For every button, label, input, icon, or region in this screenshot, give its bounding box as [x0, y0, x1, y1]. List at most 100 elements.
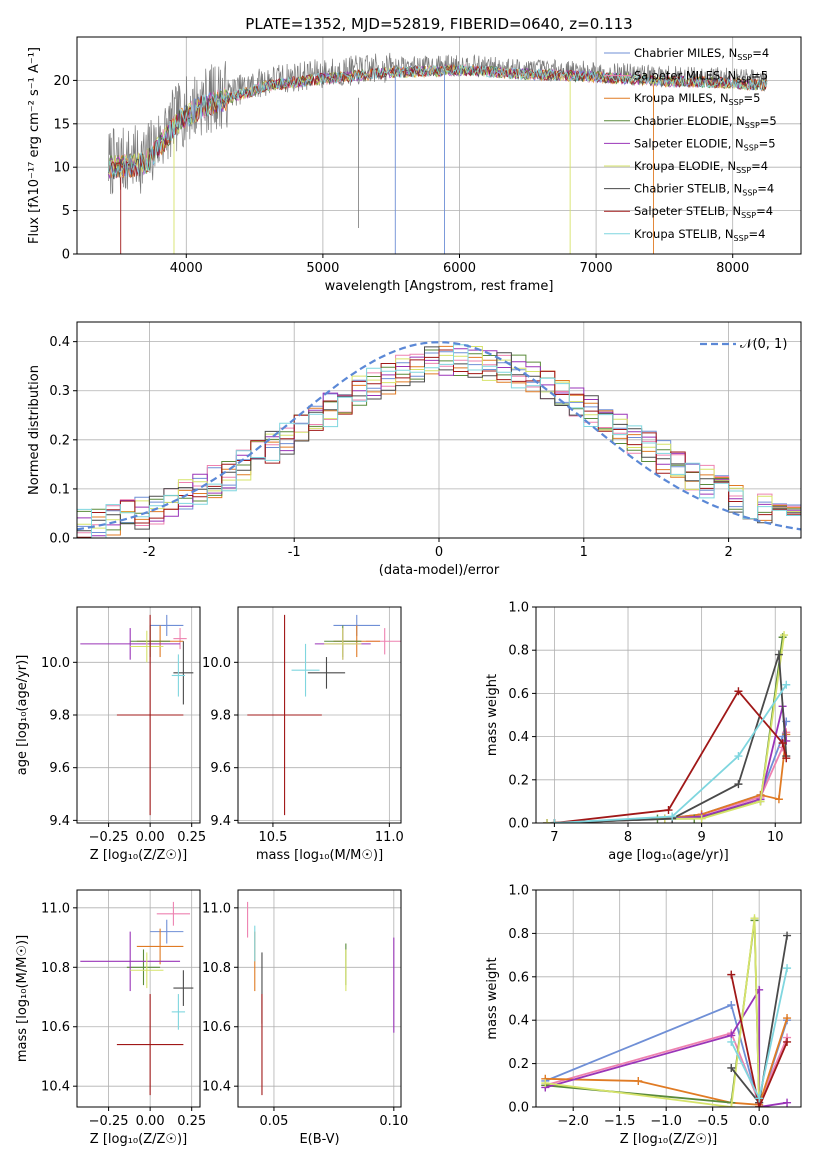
weight-line-kroupa_elodie — [545, 918, 761, 1107]
weight_vs_Z-ytick-label: 0.2 — [508, 1057, 529, 1072]
legend-label-suffix: =4 — [756, 204, 773, 218]
residuals-xtick-label: -1 — [288, 545, 301, 560]
weight_vs_Z-xtick-label: −1.5 — [604, 1114, 636, 1129]
weight-line-kroupa_elodie — [546, 634, 785, 823]
mass_vs_ebv-ytick-label: 10.6 — [202, 1020, 231, 1035]
legend-label-sub: SSP — [736, 76, 751, 85]
weight_vs_age-ytick-label: 0.0 — [508, 817, 529, 832]
spectrum-plot-area — [108, 52, 768, 254]
residuals-xlabel: (data-model)/error — [379, 563, 500, 578]
mass_vs_ebv-xtick-label: 0.05 — [259, 1114, 288, 1129]
mass_vs_Z-axes: −0.25 0.00 0.25 10.4 10.6 10.8 11.0 Z [log₁₀(Z/… — [15, 889, 206, 1147]
weight-marker-kroupa_miles — [634, 1076, 643, 1085]
mass_vs_Z-xtick-label: 0.25 — [177, 1114, 206, 1129]
mass_vs_ebv-ytick-label: 11.0 — [202, 901, 231, 916]
errorbar-chabrier_miles — [150, 614, 184, 636]
weight-line-chabrier_elodie — [546, 637, 784, 823]
legend-label-suffix: =5 — [744, 91, 761, 105]
weight-marker-salpeter_stelib — [782, 754, 791, 763]
errorbar-salpeter_miles — [173, 628, 187, 650]
histogram-chabrier_stelib — [77, 346, 801, 537]
weight_vs_age-xtick-label: 10 — [767, 830, 784, 845]
weight-marker-kroupa_stelib — [550, 819, 559, 823]
mass_vs_ebv-ytick-label: 10.4 — [202, 1080, 231, 1095]
spectrum-xtick-label: 6000 — [443, 261, 476, 276]
weight_vs_age-xlabel: age [log₁₀(age/yr)] — [608, 848, 729, 863]
weight-marker-chabrier_stelib — [727, 1063, 736, 1072]
spectrum-title: PLATE=1352, MJD=52819, FIBERID=0640, z=0… — [245, 15, 632, 33]
weight-marker-salpeter_stelib — [778, 739, 787, 748]
weight_vs_age-ytick-label: 0.2 — [508, 773, 529, 788]
weight-marker-kroupa_miles — [774, 795, 783, 804]
errorbar-salpeter_stelib — [116, 994, 184, 1096]
weight-marker-kroupa_elodie — [756, 797, 765, 806]
errorbar-kroupa_miles — [136, 928, 184, 965]
weight-marker-kroupa_stelib — [782, 680, 791, 689]
weight-marker-kroupa_stelib — [668, 812, 677, 821]
weight_vs_age-panel: 7 8 9 10 0.0 0.2 0.4 0.6 0.8 1.0 age [log₁₀(age/yr… — [485, 601, 802, 863]
errorbar-chabrier_miles — [150, 919, 184, 944]
age_vs_mass-ytick-label: 9.6 — [210, 761, 231, 776]
legend-label-sub: SSP — [741, 211, 756, 220]
weight_vs_age-ylabel: mass weight — [485, 674, 500, 756]
age_vs_Z-ytick-label: 9.6 — [49, 761, 70, 776]
weight-marker-kroupa_stelib — [755, 1094, 764, 1103]
errorbar-chabrier_stelib — [307, 657, 346, 689]
legend-label-suffix: =4 — [751, 159, 768, 173]
errorbar-salpeter_stelib — [116, 614, 184, 816]
residuals-xtick-label: 1 — [580, 545, 588, 560]
errorbar-salpeter_stelib — [247, 614, 322, 816]
legend-label-sub: SSP — [736, 166, 751, 175]
legend-label-sub: SSP — [729, 98, 744, 107]
legend-label-text: Salpeter ELODIE, N — [634, 136, 744, 150]
errorbar-kroupa_elodie — [324, 628, 362, 660]
legend-label-chabrier_miles: Chabrier MILES, NSSP=4 — [634, 46, 769, 62]
weight_vs_Z-ytick-label: 1.0 — [508, 884, 529, 899]
weight-marker-chabrier_miles — [727, 1001, 736, 1010]
residuals-panel: -2 -1 0 1 2 0.0 0.1 0.2 0.3 0.4 (data-model)/error… — [27, 321, 802, 578]
weight-marker-kroupa_elodie — [727, 1103, 736, 1107]
spectrum-legend: Chabrier MILES, NSSP=4 Salpeter MILES, NS… — [604, 46, 777, 243]
residuals-xtick-label: -2 — [143, 545, 156, 560]
errorbar-kroupa_stelib — [171, 654, 186, 697]
mass_vs_Z-xtick-label: −0.25 — [89, 1114, 129, 1129]
weight-marker-chabrier_stelib — [774, 650, 783, 659]
legend-label-text: Kroupa MILES, N — [634, 91, 729, 105]
spectrum-model-kroupa_stelib — [108, 64, 768, 177]
histogram-kroupa_stelib — [77, 344, 801, 538]
weight_vs_age-ytick-label: 0.8 — [508, 644, 529, 659]
spectrum-ytick-label: 10 — [53, 161, 70, 176]
weight_vs_Z-xtick-label: −1.0 — [650, 1114, 682, 1129]
weight-line-salpeter_elodie — [546, 706, 788, 823]
mass_vs_Z-panel: −0.25 0.00 0.25 10.4 10.6 10.8 11.0 Z [log₁₀(Z/… — [15, 889, 206, 1147]
residuals-ytick-label: 0.2 — [49, 433, 70, 448]
legend-label-chabrier_elodie: Chabrier ELODIE, NSSP=5 — [634, 114, 777, 130]
residuals-axes: -2 -1 0 1 2 0.0 0.1 0.2 0.3 0.4 (data-model)/error… — [27, 321, 802, 578]
weight-marker-kroupa_stelib — [727, 1037, 736, 1046]
spectrum-xlabel: wavelength [Angstrom, rest frame] — [325, 279, 554, 294]
weight_vs_Z-ytick-label: 0.0 — [508, 1101, 529, 1116]
legend-label-sub: SSP — [737, 53, 752, 62]
errorbar-salpeter_elodie — [80, 931, 181, 992]
errorbar-kroupa_elodie — [130, 952, 164, 989]
weight_vs_Z-plot-area — [541, 914, 792, 1107]
age_vs_mass-plot-area — [247, 614, 401, 816]
errorbar-salpeter_miles — [156, 901, 191, 926]
weight_vs_Z-xtick-label: −2.0 — [557, 1114, 589, 1129]
spectrum-ytick-label: 0 — [62, 248, 70, 263]
weight_vs_age-ytick-label: 0.6 — [508, 687, 529, 702]
age_vs_mass-xtick-label: 11.0 — [375, 830, 404, 845]
weight-marker-salpeter_stelib — [734, 687, 743, 696]
spectrum-panel: 4000 5000 6000 7000 8000 0 5 10 15 20 wavelength [… — [27, 15, 802, 294]
legend-label-salpeter_miles: Salpeter MILES, NSSP=5 — [634, 69, 768, 85]
mass_vs_ebv-xtick-label: 0.10 — [379, 1114, 408, 1129]
mass_vs_ebv-frame — [237, 889, 402, 1108]
spectrum-model-kroupa_elodie — [108, 65, 768, 178]
weight_vs_Z-xlabel: Z [log₁₀(Z/Z☉)] — [620, 1132, 717, 1147]
legend-label-chabrier_stelib: Chabrier STELIB, NSSP=4 — [634, 182, 774, 198]
weight-marker-chabrier_stelib — [734, 780, 743, 789]
weight-marker-salpeter_stelib — [755, 1103, 764, 1107]
age_vs_mass-xtick-label: 10.5 — [258, 830, 287, 845]
weight_vs_Z-ytick-label: 0.6 — [508, 970, 529, 985]
